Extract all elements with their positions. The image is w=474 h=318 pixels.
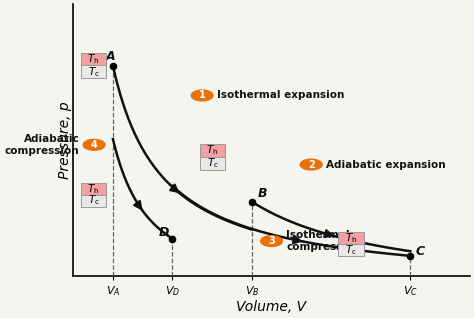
- Text: A: A: [106, 51, 115, 63]
- Text: B: B: [258, 187, 267, 200]
- FancyBboxPatch shape: [81, 52, 107, 66]
- Text: $T_\mathrm{h}$: $T_\mathrm{h}$: [88, 182, 100, 196]
- Text: 1: 1: [199, 91, 206, 100]
- FancyBboxPatch shape: [200, 144, 226, 157]
- Text: Adiabatic
compression: Adiabatic compression: [5, 134, 79, 156]
- Circle shape: [83, 139, 105, 150]
- Text: 2: 2: [308, 160, 315, 169]
- Text: $T_\mathrm{c}$: $T_\mathrm{c}$: [207, 156, 219, 170]
- Text: $T_\mathrm{c}$: $T_\mathrm{c}$: [346, 243, 357, 257]
- Circle shape: [191, 90, 213, 101]
- FancyBboxPatch shape: [81, 195, 107, 206]
- Text: $T_\mathrm{c}$: $T_\mathrm{c}$: [88, 65, 100, 79]
- Text: D: D: [158, 226, 169, 238]
- Text: $T_\mathrm{h}$: $T_\mathrm{h}$: [345, 231, 357, 245]
- Circle shape: [301, 159, 322, 170]
- Text: Adiabatic expansion: Adiabatic expansion: [326, 160, 446, 169]
- Text: $T_\mathrm{c}$: $T_\mathrm{c}$: [88, 194, 100, 208]
- FancyBboxPatch shape: [338, 244, 364, 256]
- Text: Isothermal
compression: Isothermal compression: [286, 230, 361, 252]
- FancyBboxPatch shape: [200, 157, 226, 169]
- FancyBboxPatch shape: [81, 183, 107, 195]
- FancyBboxPatch shape: [81, 66, 107, 78]
- Text: C: C: [415, 245, 424, 258]
- FancyBboxPatch shape: [338, 232, 364, 244]
- Text: Isothermal expansion: Isothermal expansion: [217, 91, 345, 100]
- Circle shape: [261, 236, 283, 246]
- Text: 4: 4: [91, 140, 98, 150]
- Text: 3: 3: [268, 236, 275, 246]
- Text: $T_\mathrm{h}$: $T_\mathrm{h}$: [207, 143, 219, 157]
- X-axis label: Volume, V: Volume, V: [237, 300, 307, 314]
- Text: $T_\mathrm{h}$: $T_\mathrm{h}$: [88, 52, 100, 66]
- Y-axis label: Pressure, p: Pressure, p: [58, 101, 72, 179]
